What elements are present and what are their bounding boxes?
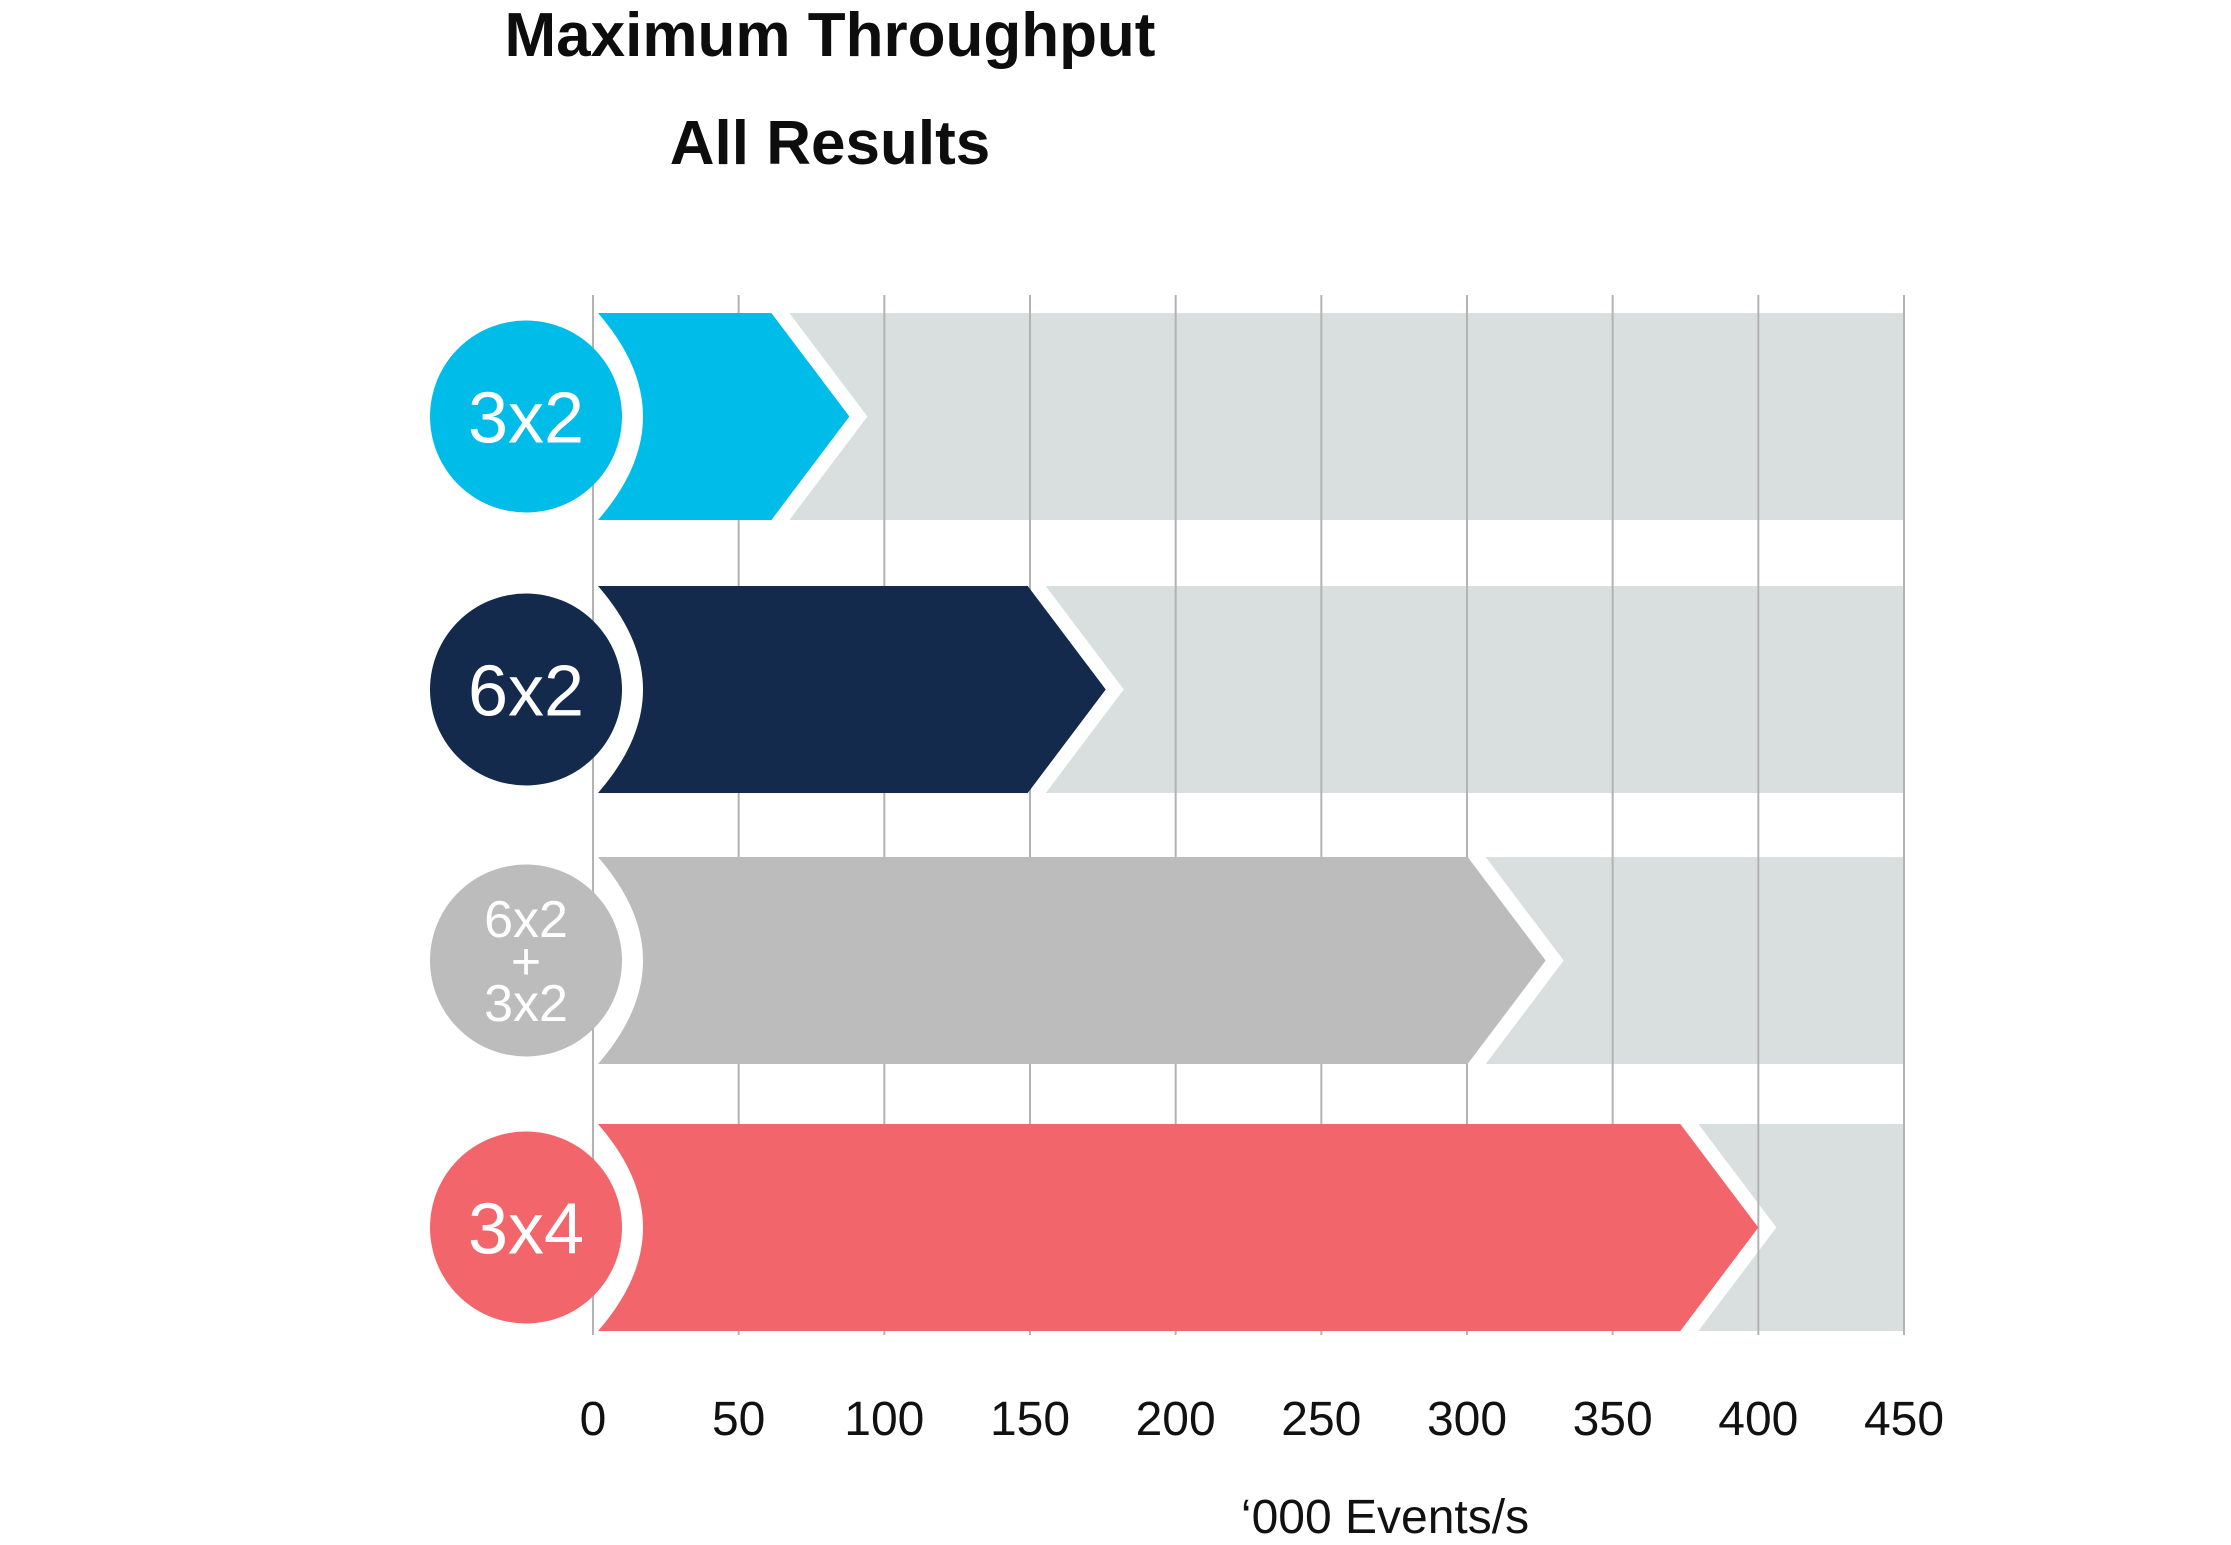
- chart-title: Maximum Throughput: [504, 1, 1156, 70]
- x-tick-label: 200: [1136, 1393, 1216, 1446]
- bar-track-6x2: [1045, 586, 1904, 793]
- bars: [598, 313, 1759, 1331]
- bar-track-6x2+3x2: [1485, 857, 1904, 1064]
- x-tick-label: 450: [1864, 1393, 1944, 1446]
- x-tick-label: 250: [1281, 1393, 1361, 1446]
- badge-6x2: [430, 593, 622, 786]
- badge-label: 6x2: [484, 891, 568, 949]
- chart-subtitle: All Results: [669, 109, 991, 178]
- badge-6x2+3x2: [430, 864, 622, 1057]
- x-tick-label: 400: [1718, 1393, 1798, 1446]
- x-tick-label: 100: [844, 1393, 924, 1446]
- bar-3x4: [598, 1124, 1759, 1331]
- bar-3x2: [598, 313, 850, 520]
- badge-label: 3x2: [468, 378, 584, 458]
- bar-track-3x2: [789, 313, 1905, 520]
- x-tick-labels: 0 50 100 150 200 250 300 350 400 450: [580, 1393, 1944, 1446]
- bar-6x2+3x2: [598, 857, 1546, 1064]
- x-tick-label: 50: [712, 1393, 765, 1446]
- x-tick-label: 350: [1573, 1393, 1653, 1446]
- badge-label: 6x2: [468, 651, 584, 731]
- bar-tracks: [789, 313, 1905, 1331]
- bar-track-3x4: [1698, 1124, 1904, 1331]
- x-axis-label: ‘000 Events/s: [1240, 1491, 1530, 1544]
- x-tick-label: 0: [580, 1393, 607, 1446]
- badge-3x4: [430, 1131, 622, 1324]
- badge-label: 3x4: [468, 1189, 584, 1269]
- x-tick-label: 150: [990, 1393, 1070, 1446]
- bar-6x2: [598, 586, 1106, 793]
- badge-3x2: [430, 320, 622, 513]
- x-tick-label: 300: [1427, 1393, 1507, 1446]
- badge-label: 3x2: [484, 975, 568, 1033]
- badge-label: +: [511, 933, 541, 991]
